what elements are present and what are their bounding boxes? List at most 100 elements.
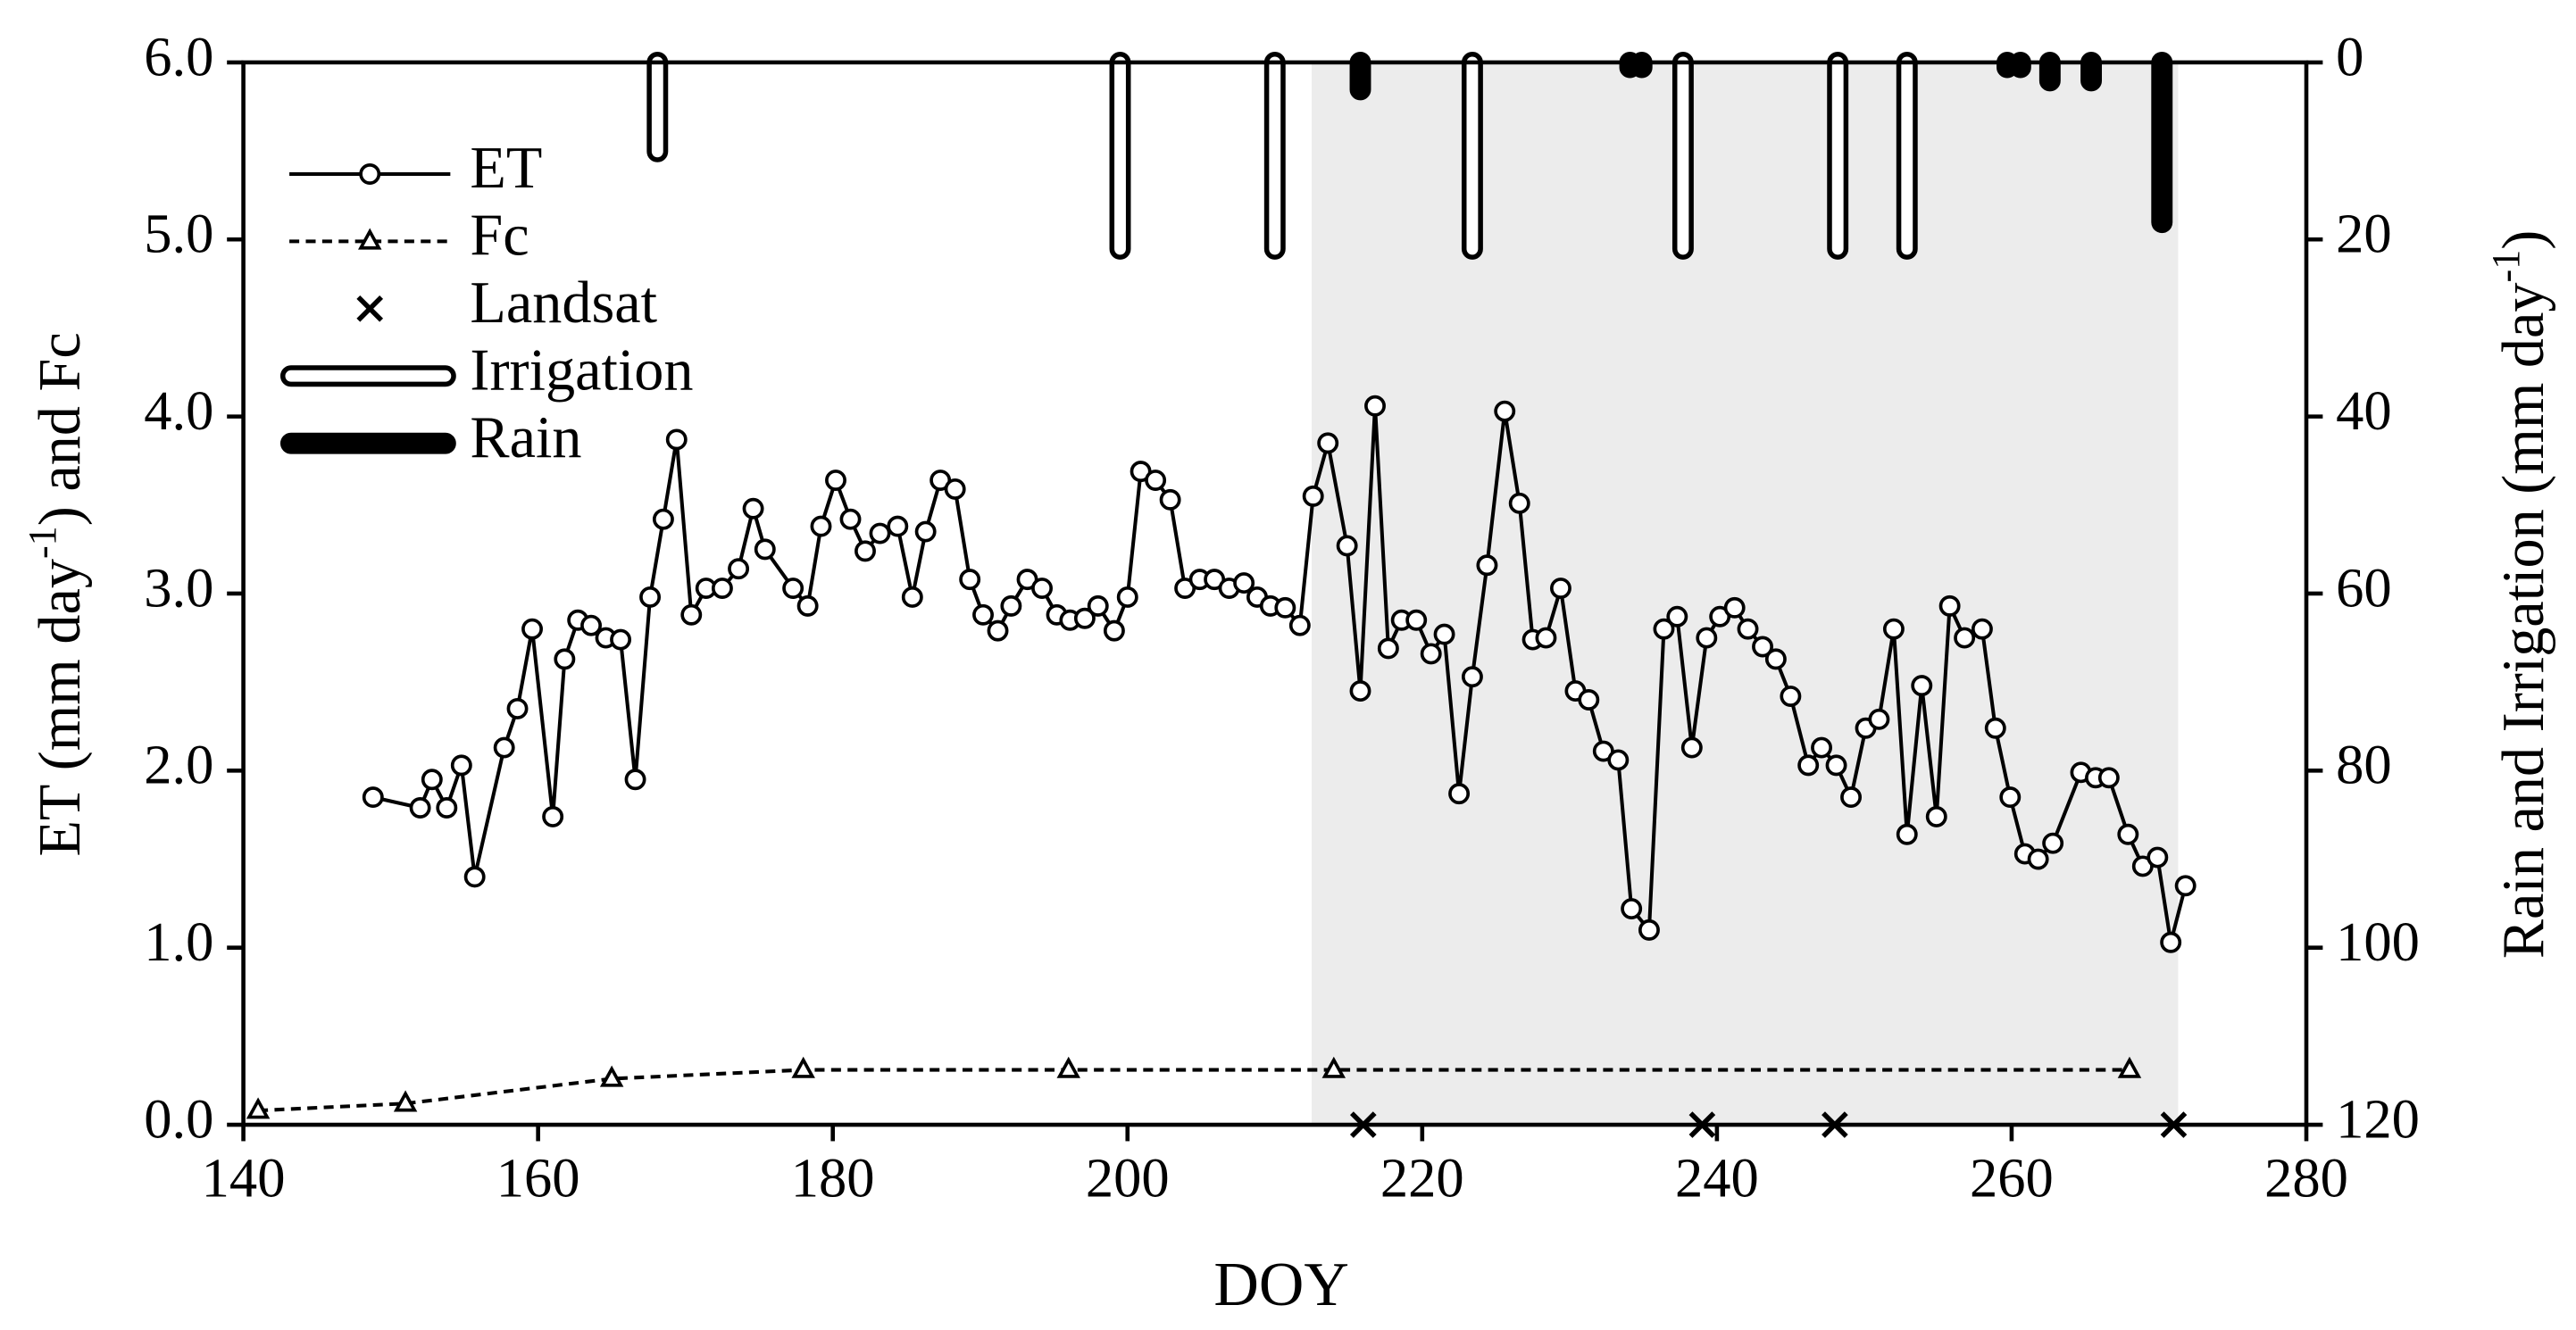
- legend-swatch: [279, 365, 456, 387]
- x-axis-title: DOY: [1213, 1251, 1348, 1319]
- marker-circle: [1737, 618, 1759, 640]
- marker-triangle: [246, 1097, 271, 1119]
- marker-triangle: [2117, 1056, 2142, 1078]
- legend-item: Fc: [289, 204, 529, 269]
- marker-circle: [782, 578, 804, 599]
- marker-circle: [1159, 488, 1181, 511]
- y2-axis-title: Rain and Irrigation (mm day-1): [2484, 230, 2556, 959]
- marker-circle: [421, 769, 443, 791]
- marker-circle: [944, 478, 966, 500]
- irrigation-bar: [1461, 51, 1483, 260]
- marker-x: [356, 295, 384, 322]
- x-tick-label: 280: [2264, 1147, 2348, 1209]
- marker-circle: [436, 797, 458, 819]
- marker-circle: [1621, 898, 1643, 920]
- marker-triangle: [1056, 1056, 1080, 1078]
- y2-tick-label: 100: [2336, 910, 2420, 973]
- marker-circle: [1448, 783, 1471, 805]
- irrigation-bar: [646, 51, 669, 162]
- marker-circle: [2097, 767, 2120, 789]
- shaded-span: [1312, 62, 2179, 1126]
- y-tick-label: 1.0: [144, 910, 213, 973]
- rain-bar: [2151, 51, 2173, 234]
- marker-circle: [639, 586, 662, 608]
- legend-label: Landsat: [470, 270, 657, 336]
- marker-circle: [450, 754, 472, 777]
- marker-circle: [680, 603, 703, 626]
- x-tick-label: 220: [1380, 1147, 1464, 1209]
- marker-circle: [796, 594, 819, 617]
- marker-circle: [665, 428, 688, 451]
- x-tick-label: 180: [791, 1147, 875, 1209]
- marker-circle: [1882, 618, 1905, 640]
- y-axis-title-part: ) and Fc: [28, 332, 93, 526]
- bar-layer: [646, 51, 2173, 260]
- rain-bar: [1630, 51, 1653, 79]
- marker-circle: [521, 618, 543, 640]
- y-axis-title-part: ET (mm day: [28, 559, 93, 857]
- irrigation-bar: [1671, 51, 1694, 260]
- y-tick-label: 3.0: [144, 556, 213, 619]
- marker-circle: [959, 569, 981, 591]
- marker-circle: [1031, 578, 1053, 599]
- y-tick-label: 4.0: [144, 379, 213, 442]
- marker-circle: [2042, 832, 2064, 854]
- marker-circle: [1349, 680, 1371, 702]
- marker-circle: [1780, 686, 1802, 707]
- marker-circle: [1811, 736, 1833, 759]
- marker-circle: [506, 697, 529, 719]
- x-tick-label: 160: [496, 1147, 580, 1209]
- irrigation-bar: [1827, 51, 1849, 260]
- marker-circle: [409, 797, 431, 819]
- marker-circle: [1405, 609, 1428, 631]
- marker-circle: [1896, 823, 1918, 845]
- rain-bar: [1349, 51, 1371, 101]
- irrigation-bar: [1109, 51, 1131, 260]
- marker-circle: [1578, 689, 1600, 711]
- marker-circle: [1233, 572, 1255, 594]
- marker-circle: [742, 497, 764, 520]
- marker-circle: [1752, 636, 1773, 658]
- shade-layer: [1312, 62, 2179, 1126]
- marker-circle: [1999, 786, 2022, 809]
- marker-circle: [624, 769, 646, 791]
- legend-item: Landsat: [356, 270, 658, 336]
- y-tick-label: 5.0: [144, 203, 213, 265]
- y-tick-label: 6.0: [144, 25, 213, 87]
- marker-circle: [1420, 643, 1442, 665]
- axis-layer: 140 160 180 200 220 240 260 2800.01.02.03.04.05…: [144, 25, 2420, 1209]
- marker-circle: [1073, 607, 1096, 629]
- marker-circle: [1461, 666, 1483, 688]
- marker-circle: [1911, 675, 1933, 697]
- legend-swatch: [279, 432, 456, 454]
- marker-circle: [1535, 627, 1557, 649]
- marker-circle: [1494, 400, 1516, 422]
- marker-circle: [1274, 596, 1296, 619]
- marker-triangle: [393, 1090, 418, 1112]
- marker-circle: [1087, 594, 1109, 617]
- marker-circle: [1925, 805, 1947, 827]
- marker-circle: [362, 786, 384, 809]
- marker-circle: [1508, 492, 1530, 514]
- marker-circle: [1145, 470, 1167, 491]
- marker-circle: [1433, 623, 1455, 645]
- marker-circle: [493, 736, 515, 759]
- marker-circle: [1938, 594, 1961, 617]
- marker-circle: [810, 515, 832, 537]
- marker-circle: [728, 558, 750, 580]
- marker-circle: [887, 515, 909, 537]
- x-tick-label: 200: [1086, 1147, 1170, 1209]
- marker-circle: [2160, 931, 2182, 953]
- marker-circle: [2147, 846, 2169, 869]
- y2-axis-title-part: ): [2491, 230, 2556, 250]
- x-tick-label: 260: [1970, 1147, 2054, 1209]
- y2-tick-label: 0: [2336, 25, 2363, 87]
- y-axis-title: ET (mm day-1) and Fc: [21, 332, 93, 856]
- marker-circle: [987, 619, 1009, 642]
- marker-circle: [1000, 594, 1022, 617]
- marker-circle: [1476, 554, 1498, 577]
- marker-circle: [1364, 395, 1386, 417]
- marker-circle: [463, 866, 486, 888]
